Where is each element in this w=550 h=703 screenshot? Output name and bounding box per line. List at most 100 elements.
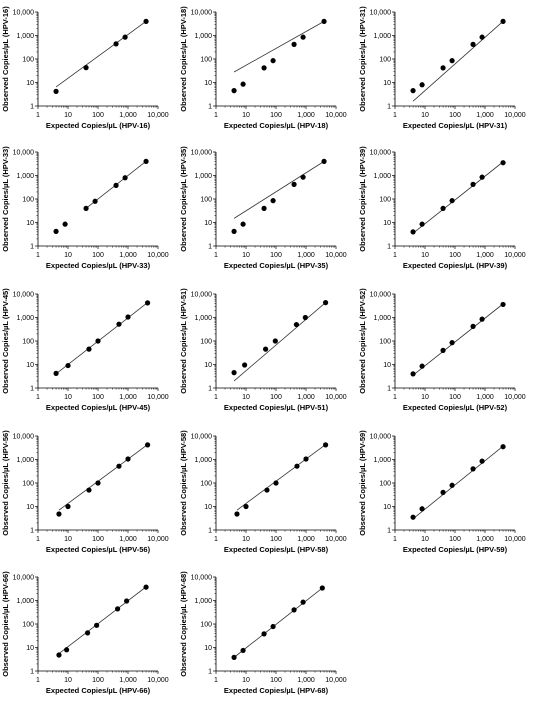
- data-point: [240, 647, 246, 654]
- x-tick-label: 1,000: [297, 112, 315, 119]
- y-tick-label: 1,000: [16, 598, 34, 605]
- y-tick-label: 1: [387, 103, 391, 110]
- data-point: [321, 158, 327, 164]
- fit-line: [412, 303, 504, 376]
- y-tick-label: 100: [22, 196, 34, 203]
- chart-panel: 1 10 100 1,000 10,000 1 10 100 1,000 10,000 Expect…: [179, 430, 347, 554]
- y-axis-title: Observed Copies/µL (HPV-16): [1, 6, 10, 112]
- data-point: [143, 158, 149, 164]
- y-tick-label: 10: [26, 80, 34, 87]
- data-point: [95, 480, 101, 486]
- y-tick-label: 1: [30, 668, 34, 675]
- x-tick-label: 10,000: [147, 677, 169, 684]
- x-tick-label: 10,000: [504, 394, 526, 401]
- y-tick-label: 100: [200, 338, 212, 345]
- data-point: [291, 181, 297, 187]
- y-tick-label: 10,000: [13, 574, 35, 581]
- y-tick-label: 10: [204, 362, 212, 369]
- x-tick-label: 10: [421, 112, 429, 119]
- data-point: [65, 362, 71, 369]
- fit-line: [58, 586, 147, 654]
- data-point: [410, 514, 416, 520]
- data-point: [470, 466, 476, 472]
- y-axis-title: Observed Copies/µL (HPV-39): [358, 146, 367, 252]
- y-tick-label: 10: [26, 504, 34, 511]
- y-tick-label: 1,000: [16, 33, 34, 40]
- x-tick-label: 10,000: [325, 536, 347, 543]
- y-tick-label: 1,000: [373, 315, 391, 322]
- y-tick-label: 1: [30, 243, 34, 250]
- fit-line: [58, 444, 148, 511]
- data-point: [86, 487, 92, 493]
- y-tick-label: 10,000: [13, 433, 35, 440]
- y-tick-label: 10,000: [370, 291, 392, 298]
- data-point: [319, 585, 325, 591]
- data-point: [500, 18, 506, 24]
- data-point: [144, 442, 151, 448]
- data-point: [272, 338, 278, 344]
- data-point: [440, 489, 446, 495]
- y-tick-label: 10: [204, 504, 212, 511]
- x-tick-label: 1,000: [119, 112, 137, 119]
- y-tick-label: 1: [30, 527, 34, 534]
- chart-panel: 1 10 100 1,000 10,000 1 10 100 1,000 10,000 Expect…: [358, 430, 526, 554]
- data-point: [410, 371, 416, 377]
- fit-line: [236, 444, 326, 511]
- data-point: [270, 198, 276, 204]
- y-axis-title: Observed Copies/µL (HPV-56): [1, 430, 10, 536]
- data-point: [240, 81, 246, 87]
- y-tick-label: 10,000: [13, 149, 35, 156]
- y-tick-label: 100: [379, 196, 391, 203]
- y-tick-label: 1,000: [16, 173, 34, 180]
- x-tick-label: 1: [214, 536, 218, 543]
- y-tick-label: 1: [208, 385, 212, 392]
- data-point: [479, 174, 485, 180]
- y-tick-label: 10: [26, 220, 34, 227]
- x-tick-label: 1,000: [297, 536, 315, 543]
- data-point: [53, 370, 59, 376]
- x-axis-title: Expected Copies/µL (HPV-59): [403, 545, 508, 554]
- data-point: [291, 41, 297, 47]
- chart-panel: 1 10 100 1,000 10,000 1 10 100 1,000 10,000 Expect…: [358, 288, 526, 412]
- data-point: [322, 442, 329, 448]
- x-tick-label: 1,000: [119, 536, 137, 543]
- data-point: [410, 88, 416, 94]
- data-point: [231, 88, 237, 94]
- x-tick-label: 10: [64, 252, 72, 259]
- y-tick-label: 1,000: [373, 33, 391, 40]
- data-point: [294, 463, 300, 469]
- data-point: [500, 160, 506, 166]
- y-axis-title: Observed Copies/µL (HPV-45): [1, 288, 10, 394]
- data-point: [410, 229, 416, 235]
- fit-line: [412, 21, 504, 102]
- y-tick-label: 1: [208, 527, 212, 534]
- data-point: [291, 607, 297, 613]
- x-axis-title: Expected Copies/µL (HPV-68): [224, 686, 329, 695]
- chart-panel: 1 10 100 1,000 10,000 1 10 100 1,000 10,000 Expect…: [358, 146, 526, 270]
- data-point: [242, 362, 248, 368]
- data-point: [62, 221, 68, 227]
- x-axis-title: Expected Copies/µL (HPV-51): [224, 403, 329, 412]
- x-tick-label: 100: [449, 394, 461, 401]
- x-tick-label: 1: [393, 394, 397, 401]
- y-tick-label: 1,000: [194, 33, 212, 40]
- x-tick-label: 10: [64, 677, 72, 684]
- data-point: [65, 503, 71, 510]
- y-tick-label: 10: [383, 220, 391, 227]
- x-tick-label: 10: [242, 394, 250, 401]
- data-point: [440, 205, 446, 211]
- y-tick-label: 10: [383, 362, 391, 369]
- x-tick-label: 1,000: [297, 394, 315, 401]
- x-tick-label: 100: [449, 112, 461, 119]
- x-tick-label: 10: [64, 394, 72, 401]
- x-tick-label: 10: [421, 252, 429, 259]
- x-tick-label: 10: [242, 252, 250, 259]
- x-axis-title: Expected Copies/µL (HPV-66): [46, 686, 151, 695]
- data-point: [479, 316, 485, 322]
- data-point: [300, 34, 306, 40]
- data-point: [419, 82, 425, 88]
- data-point: [95, 338, 101, 344]
- x-tick-label: 1: [36, 112, 40, 119]
- y-tick-label: 1: [208, 103, 212, 110]
- x-tick-label: 10: [421, 394, 429, 401]
